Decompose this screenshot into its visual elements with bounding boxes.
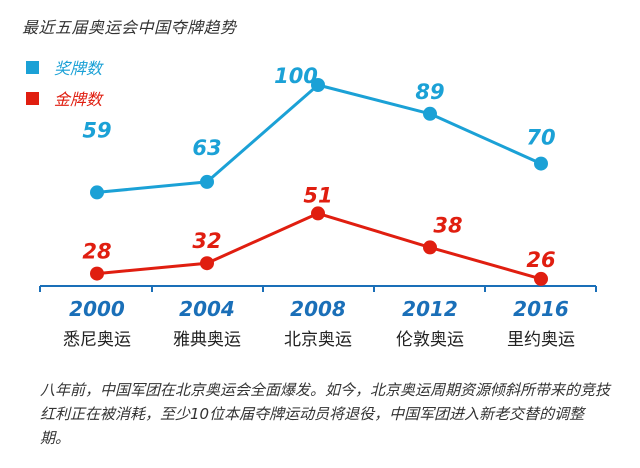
series-1-point-2008: [311, 206, 325, 221]
x-sublabel-2016: 里约奥运: [507, 330, 575, 350]
x-tick-label-2012: 2012: [402, 297, 458, 321]
series-1-point-2016: [534, 271, 548, 286]
series-0-point-2012: [423, 106, 437, 121]
series-0-point-2016: [534, 156, 548, 171]
series-line-0: [96, 83, 542, 194]
series-1-label-2012: 38: [433, 213, 462, 237]
series-line-1: [96, 211, 542, 281]
x-tick-label-2000: 2000: [69, 297, 125, 321]
series-1-point-2012: [423, 240, 437, 255]
series-0-point-2004: [200, 174, 214, 189]
chart-title: 最近五届奥运会中国夺牌趋势: [22, 18, 237, 37]
series-0-label-2012: 89: [415, 80, 444, 104]
caption-text: 八年前，中国军团在北京奥运会全面爆发。如今，北京奥运周期资源倾斜所带来的竞技红利…: [40, 381, 611, 447]
series-1-label-2016: 26: [526, 248, 555, 272]
legend-swatch-1: [26, 92, 39, 105]
series-0-label-2000: 59: [82, 118, 111, 142]
series-1-point-2004: [200, 256, 214, 271]
x-sublabel-2004: 雅典奥运: [173, 330, 241, 350]
series-0-point-2000: [90, 185, 104, 200]
x-sublabel-2012: 伦敦奥运: [396, 330, 464, 350]
x-tick-label-2004: 2004: [179, 297, 235, 321]
series-1-point-2000: [90, 266, 104, 281]
series-0-label-2008: 100: [274, 64, 318, 88]
x-tick-label-2008: 2008: [290, 297, 346, 321]
legend-label-1: 金牌数: [54, 90, 104, 109]
series-0-point-2008: [311, 78, 325, 92]
series-1-label-2004: 32: [192, 229, 221, 253]
series-1-label-2000: 28: [82, 240, 111, 264]
series-0-label-2016: 70: [526, 126, 555, 150]
legend-swatch-0: [26, 61, 39, 74]
series-1-label-2008: 51: [303, 183, 332, 207]
x-sublabel-2000: 悉尼奥运: [63, 330, 131, 350]
x-tick-label-2016: 2016: [513, 297, 569, 321]
legend-label-0: 奖牌数: [54, 59, 104, 78]
x-sublabel-2008: 北京奥运: [284, 330, 352, 350]
series-0-label-2004: 63: [192, 136, 221, 160]
